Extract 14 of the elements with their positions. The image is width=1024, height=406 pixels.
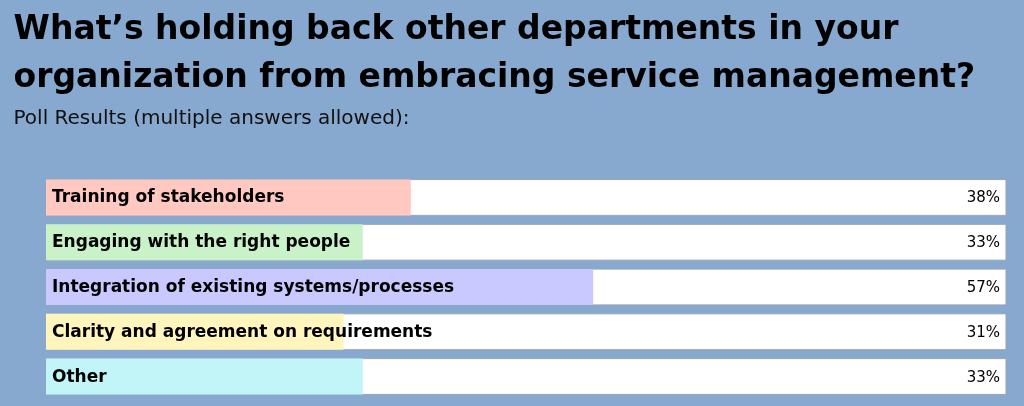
text: What’s holding back other departments in your: [13, 8, 899, 47]
chart-subtitle: Poll Results (multiple answers allowed):: [13, 105, 410, 129]
y-tick-label: Integration of existing systems/processes: [52, 276, 455, 296]
y-tick-label: Other: [52, 365, 108, 386]
bar: [46, 358, 363, 395]
y-tick-label: Clarity and agreement on requirements: [52, 320, 433, 341]
data-label: 33%: [966, 233, 1000, 252]
data-label: 57%: [966, 278, 1000, 296]
data-label: 38%: [966, 188, 1000, 207]
y-tick-label: Engaging with the right people: [52, 231, 351, 252]
y-tick-label: Training of stakeholders: [52, 186, 285, 207]
text: organization from embracing service management?: [13, 56, 976, 95]
data-label: 31%: [966, 322, 1000, 341]
data-label: 33%: [966, 367, 1000, 386]
